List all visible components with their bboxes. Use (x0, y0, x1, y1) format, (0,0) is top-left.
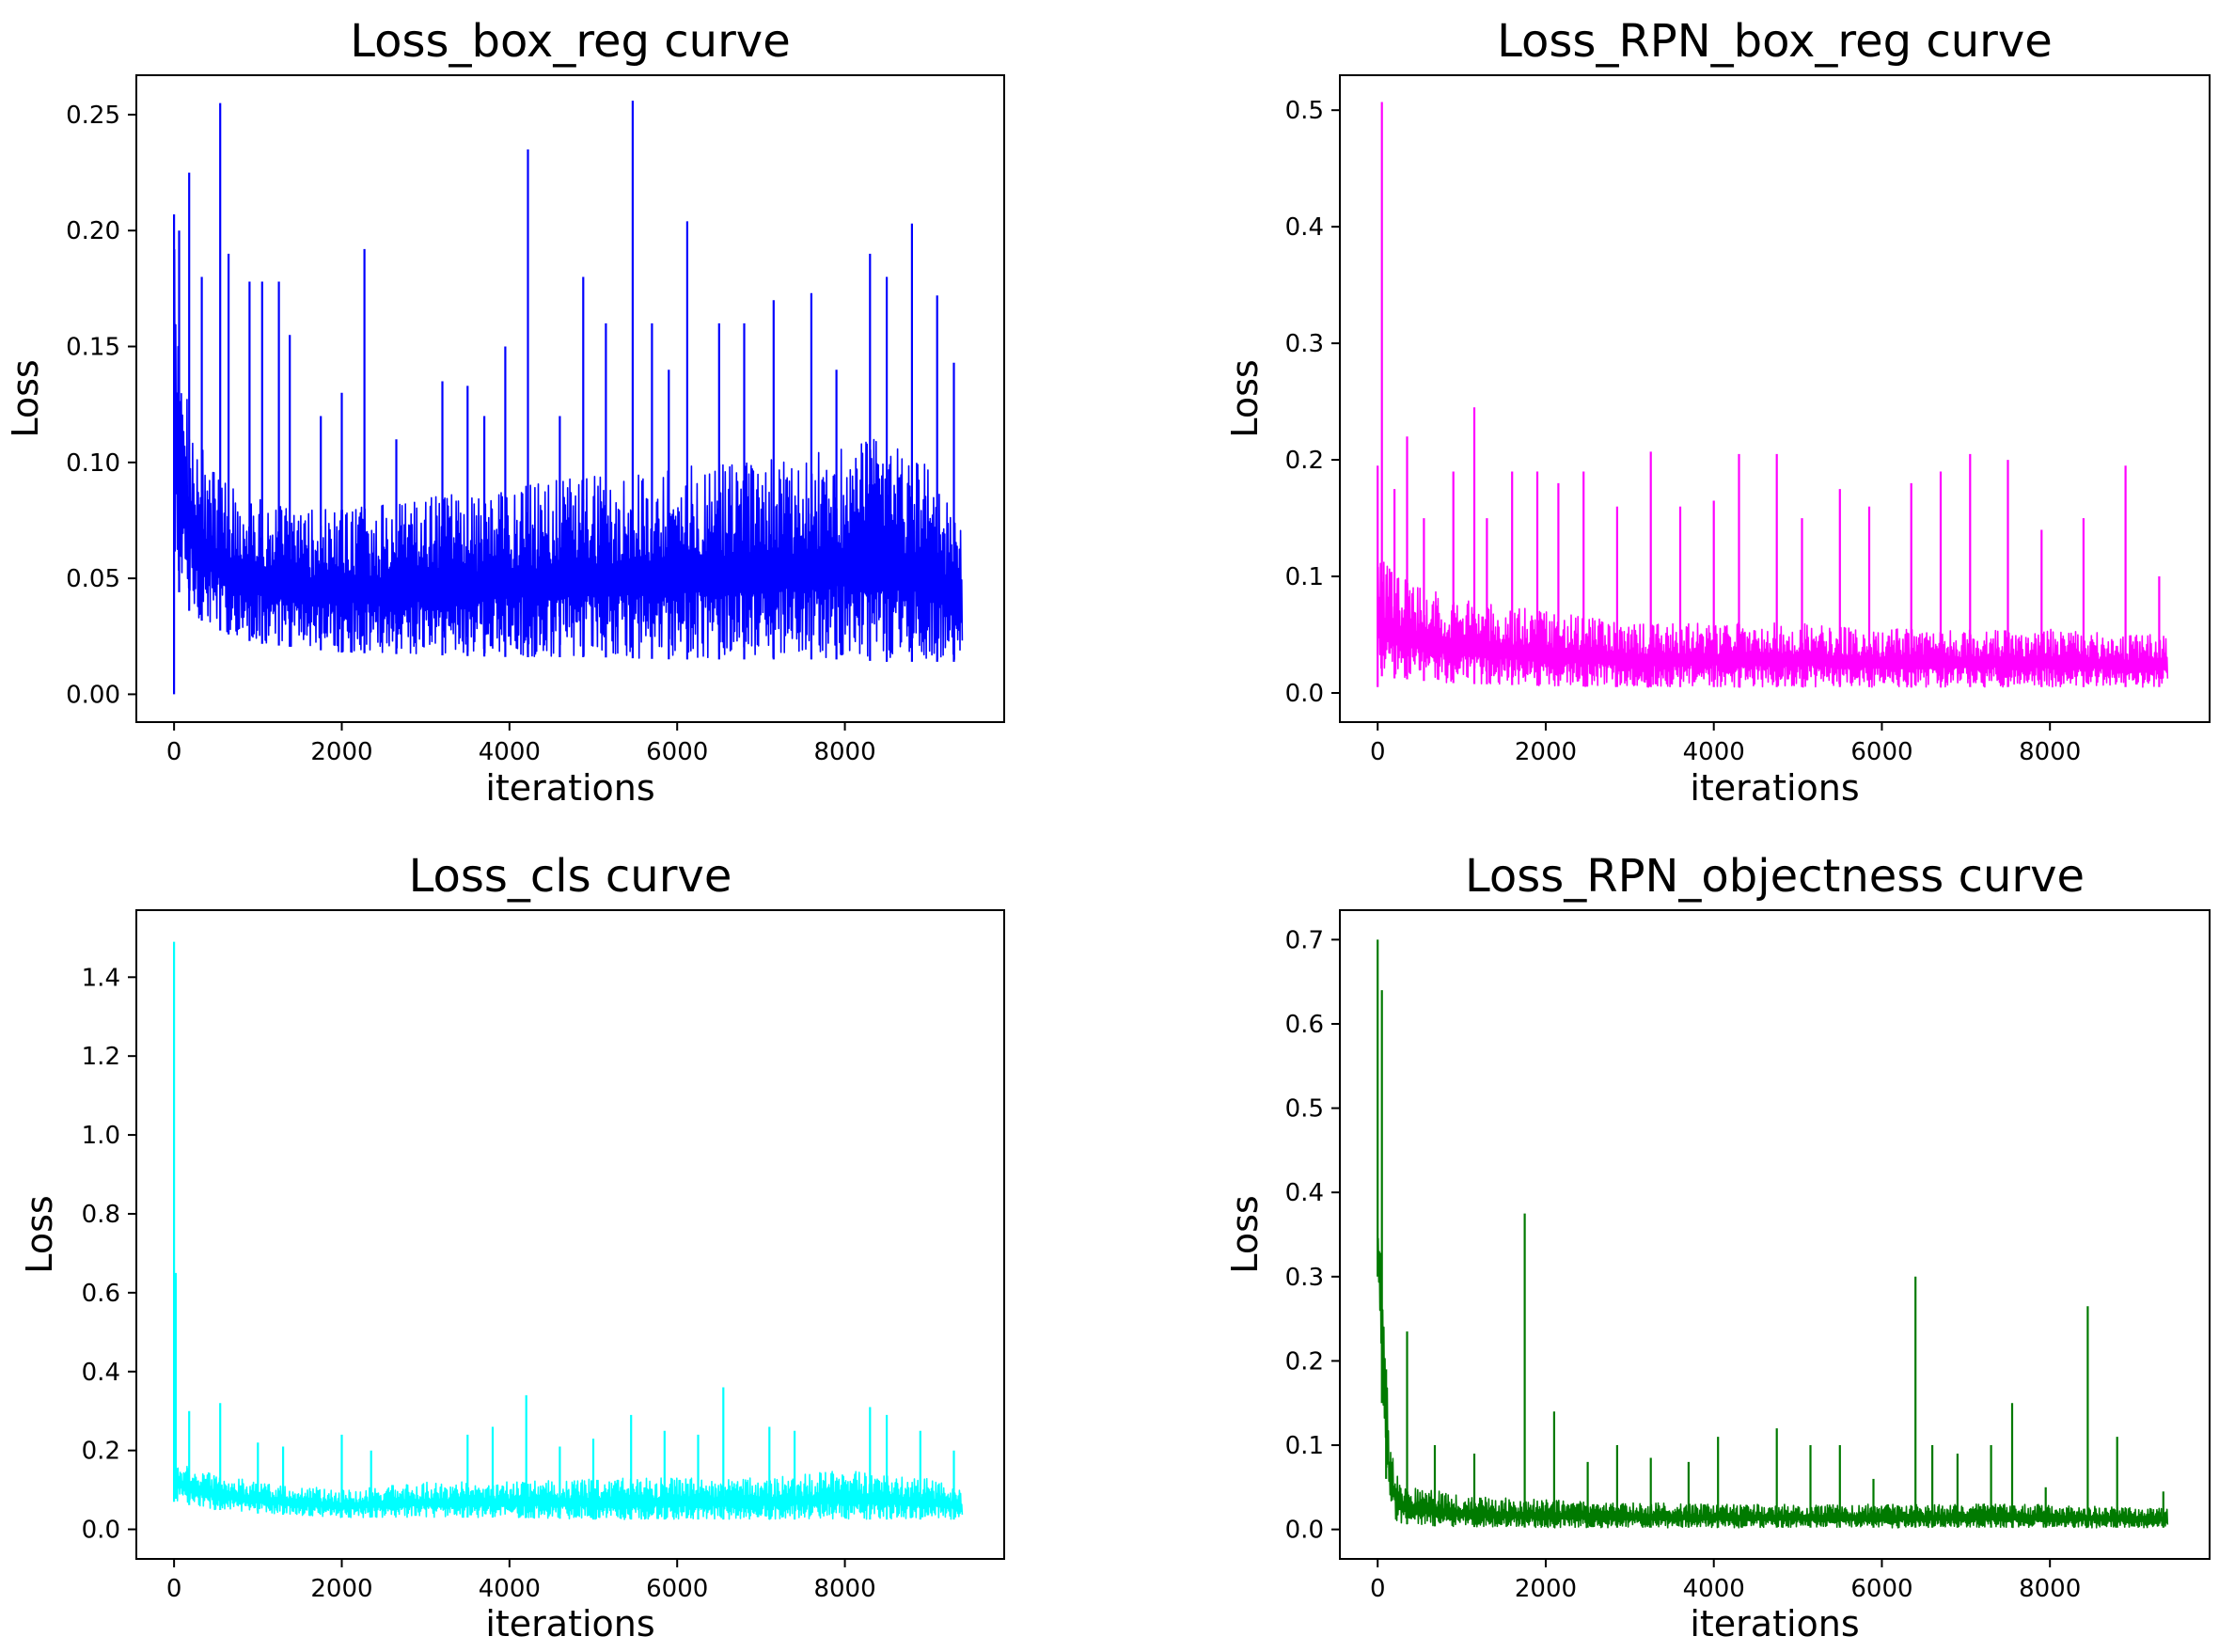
y-axis-label: Loss (1224, 359, 1266, 437)
y-tick-label: 0.2 (1285, 1347, 1324, 1376)
chart-panel-2: Loss_RPN_box_reg curve 0 2000 4000 6000 8000 0… (1224, 15, 2211, 809)
y-tick-label: 0.10 (66, 449, 120, 478)
y-tick-label: 0.5 (1285, 97, 1324, 125)
y-tick-label: 0.6 (1285, 1011, 1324, 1039)
y-tick-label: 1.2 (82, 1043, 120, 1071)
y-tick-label: 0.4 (1285, 1179, 1324, 1207)
x-tick-label: 6000 (1850, 1575, 1912, 1603)
x-tick-label: 2000 (310, 738, 372, 766)
axes-frame (1339, 74, 2211, 723)
y-tick-label: 0.4 (1285, 213, 1324, 242)
y-tick-label: 0.00 (66, 681, 120, 709)
x-tick-label: 6000 (646, 1575, 708, 1603)
y-tick-label: 0.1 (1285, 563, 1324, 591)
y-tick-label: 0.15 (66, 334, 120, 362)
y-axis-label: Loss (19, 1195, 60, 1273)
x-tick-label: 4000 (479, 738, 541, 766)
axes-frame (135, 909, 1005, 1560)
y-tick-label: 0.20 (66, 217, 120, 245)
y-tick-label: 0.2 (82, 1438, 120, 1466)
x-tick-label: 0 (1370, 738, 1386, 766)
y-tick-label: 0.25 (66, 102, 120, 130)
y-tick-label: 0.7 (1285, 926, 1324, 954)
x-tick-label: 8000 (2019, 1575, 2081, 1603)
x-axis-label: iterations (485, 767, 654, 809)
series-line-Loss_RPN_objectness (1377, 1237, 2169, 1529)
chart-panel-4: Loss_RPN_objectness curve 0 2000 4000 6000 80… (1224, 850, 2211, 1644)
y-tick-label: 0.05 (66, 565, 120, 593)
x-axis-label: iterations (1690, 1603, 1859, 1644)
x-tick-label: 0 (166, 1575, 182, 1603)
y-tick-label: 0.8 (82, 1201, 120, 1229)
y-tick-label: 0.3 (1285, 1264, 1324, 1292)
y-axis-label: Loss (5, 359, 46, 437)
axes-frame (135, 74, 1005, 723)
chart-title: Loss_RPN_box_reg curve (1497, 15, 2053, 68)
chart-title: Loss_RPN_objectness curve (1465, 850, 2085, 903)
x-tick-label: 0 (166, 738, 182, 766)
x-tick-label: 0 (1370, 1575, 1386, 1603)
x-tick-label: 2000 (1515, 1575, 1577, 1603)
y-axis-label: Loss (1224, 1195, 1266, 1273)
x-tick-label: 8000 (2019, 738, 2081, 766)
x-tick-label: 6000 (1850, 738, 1912, 766)
x-tick-label: 4000 (479, 1575, 541, 1603)
series-line-Loss_box_reg (173, 248, 964, 661)
chart-title: Loss_cls curve (409, 850, 732, 903)
x-tick-label: 6000 (646, 738, 708, 766)
x-axis-label: iterations (485, 1603, 654, 1644)
x-tick-label: 4000 (1683, 1575, 1745, 1603)
series-line-Loss_RPN_box_reg (1377, 561, 2169, 688)
series-line-Loss_cls (173, 1455, 964, 1520)
x-tick-label: 8000 (813, 738, 875, 766)
chart-title: Loss_box_reg curve (350, 15, 790, 68)
axes-frame (1339, 909, 2211, 1560)
y-tick-label: 0.4 (82, 1359, 120, 1387)
y-tick-label: 0.2 (1285, 447, 1324, 475)
x-tick-label: 4000 (1683, 738, 1745, 766)
y-tick-label: 0.5 (1285, 1095, 1324, 1124)
chart-panel-3: Loss_cls curve 0 2000 4000 6000 8000 0.0 0.2 0.4… (19, 850, 1005, 1644)
x-axis-label: iterations (1690, 767, 1859, 809)
x-tick-label: 2000 (310, 1575, 372, 1603)
y-tick-label: 0.1 (1285, 1432, 1324, 1460)
y-tick-label: 1.0 (82, 1122, 120, 1150)
x-tick-label: 2000 (1515, 738, 1577, 766)
y-tick-label: 0.3 (1285, 330, 1324, 358)
y-tick-label: 0.6 (82, 1280, 120, 1308)
x-tick-label: 8000 (813, 1575, 875, 1603)
y-tick-label: 1.4 (82, 964, 120, 992)
chart-panel-1: Loss_box_reg curve 0 2000 4000 6000 8000 0.00 0… (5, 15, 1005, 809)
y-tick-label: 0.0 (82, 1517, 120, 1545)
y-tick-label: 0.0 (1285, 1517, 1324, 1545)
y-tick-label: 0.0 (1285, 680, 1324, 708)
